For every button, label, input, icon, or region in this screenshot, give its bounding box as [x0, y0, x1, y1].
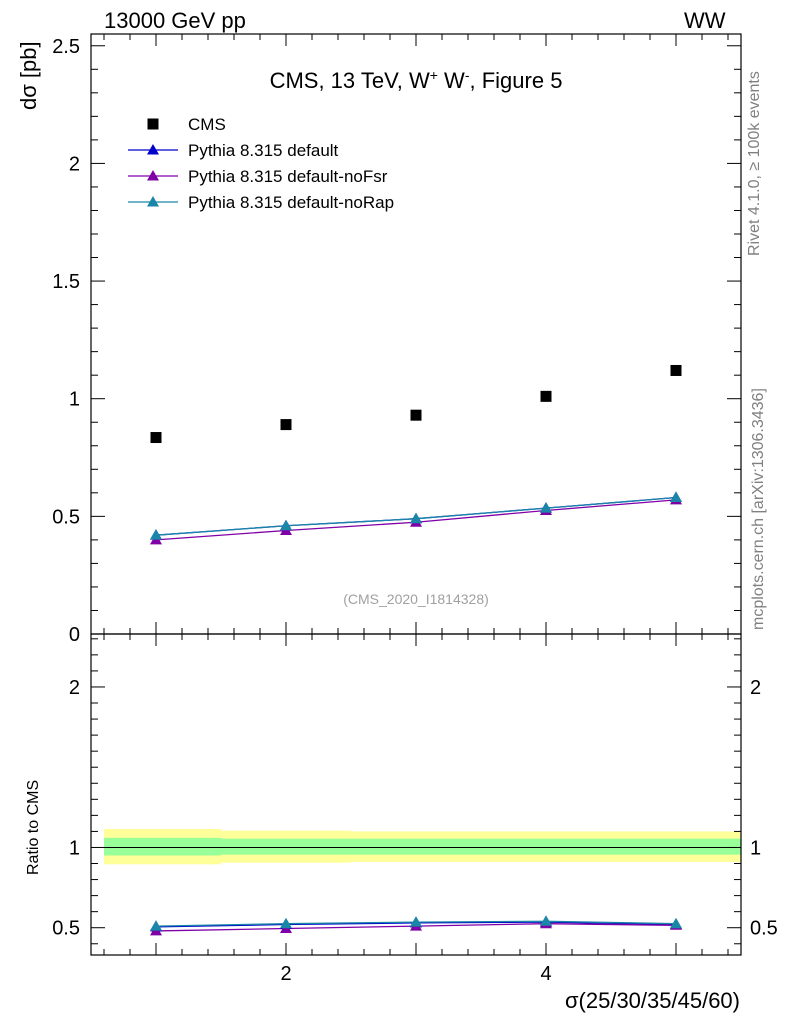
x-axis-label: σ(25/30/35/45/60): [565, 988, 740, 1013]
ratio-band-inner: [481, 838, 611, 855]
legend-label: Pythia 8.315 default-noFsr: [188, 167, 388, 186]
y-tick-label: 2: [69, 153, 80, 175]
ratio-tick-label: 0.5: [52, 918, 80, 940]
series-point: [410, 512, 422, 524]
legend-marker: [147, 170, 159, 181]
legend-label: CMS: [188, 115, 226, 134]
series-lines: [155, 496, 677, 932]
series-point: [280, 519, 292, 531]
legend-label: Pythia 8.315 default: [188, 141, 339, 160]
header-energy-label: 13000 GeV pp: [104, 8, 246, 33]
ratio-tick-label-right: 0.5: [750, 918, 778, 940]
x-tick-label: 2: [280, 963, 291, 985]
y-tick-label: 0.5: [52, 506, 80, 528]
ratio-band-inner: [104, 837, 221, 856]
ratio-series-point: [670, 917, 682, 929]
analysis-id-label: (CMS_2020_I1814328): [343, 591, 489, 607]
legend-marker-cms: [147, 118, 159, 130]
legend-marker: [147, 144, 159, 155]
legend-marker: [147, 196, 159, 207]
series-point: [670, 491, 682, 503]
y-tick-label: 2.5: [52, 36, 80, 58]
ratio-series-point: [280, 917, 292, 929]
data-point: [670, 364, 682, 376]
ratio-series-point: [540, 915, 552, 926]
x-tick-label: 4: [540, 963, 551, 985]
ratio-axis-label: Ratio to CMS: [25, 780, 42, 875]
y-tick-label: 0: [69, 624, 80, 646]
series-point: [540, 502, 552, 513]
ratio-uncertainty-bands: [104, 829, 741, 865]
data-markers: [150, 364, 682, 936]
ratio-series-point: [410, 916, 422, 927]
y-axis-label: dσ [pb]: [16, 41, 41, 110]
data-point: [150, 432, 162, 444]
ratio-tick-label-right: 1: [750, 837, 761, 859]
y-tick-label: 1: [69, 389, 80, 411]
legend: CMS Pythia 8.315 default Pythia 8.315 defa…: [128, 115, 394, 212]
ratio-band-inner: [221, 838, 351, 855]
ratio-plot-frame: [90, 633, 742, 956]
legend-label: Pythia 8.315 default-noRap: [188, 193, 394, 212]
ratio-tick-label: 1: [69, 837, 80, 859]
ratio-tick-label: 2: [69, 677, 80, 699]
ratio-series-point: [150, 920, 162, 931]
data-point: [280, 419, 292, 431]
ratio-band-inner: [611, 838, 741, 855]
ratio-tick-label-right: 2: [750, 677, 761, 699]
data-point: [410, 409, 422, 421]
data-point: [540, 390, 552, 402]
chart-title: CMS, 13 TeV, W+ W-, Figure 5: [270, 67, 563, 93]
series-point: [150, 529, 162, 540]
header-process-label: WW: [684, 8, 726, 33]
axis-ticks: 2 4 0 0.5 1 1.5 2 2.5 0.5 0.5 1 1 2 2: [52, 34, 778, 985]
y-tick-label: 1.5: [52, 271, 80, 293]
ratio-band-inner: [351, 838, 481, 855]
